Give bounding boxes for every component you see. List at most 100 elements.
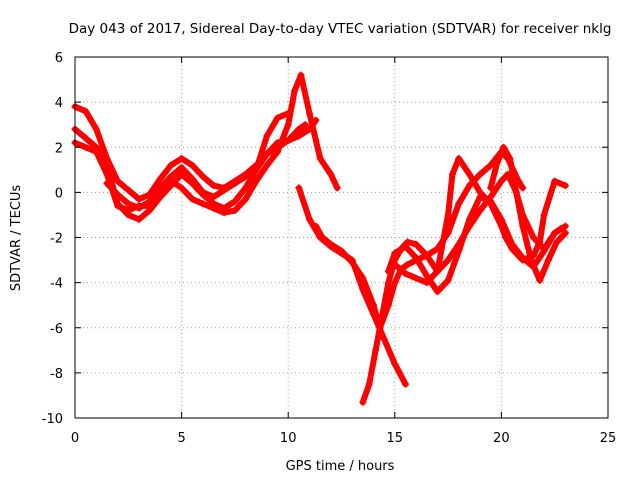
- x-tick-label: 5: [177, 431, 185, 446]
- data-point: [306, 109, 314, 117]
- data-point: [391, 249, 399, 257]
- series-trace-pass-9: [391, 155, 569, 286]
- x-tick-label: 20: [493, 431, 510, 446]
- data-point: [82, 107, 90, 115]
- data-point: [391, 261, 399, 269]
- data-point: [135, 204, 143, 212]
- data-point: [504, 170, 512, 178]
- x-tick-label: 15: [387, 431, 404, 446]
- data-point: [423, 272, 431, 280]
- data-point: [401, 380, 409, 388]
- data-point: [242, 184, 250, 192]
- data-point: [455, 155, 463, 163]
- y-tick-label: -10: [42, 412, 63, 427]
- data-point: [369, 301, 377, 309]
- data-point: [284, 121, 292, 129]
- data-point: [444, 276, 452, 284]
- y-tick-label: 2: [55, 141, 63, 156]
- data-point: [327, 240, 335, 248]
- data-point: [497, 177, 505, 185]
- data-point: [284, 136, 292, 144]
- data-point: [465, 222, 473, 230]
- y-tick-label: -4: [50, 277, 63, 292]
- data-point: [103, 179, 111, 187]
- data-point: [220, 186, 228, 194]
- data-point: [487, 161, 495, 169]
- data-point: [231, 197, 239, 205]
- data-point: [274, 148, 282, 156]
- data-point: [124, 186, 132, 194]
- data-point: [135, 215, 143, 223]
- data-point: [295, 125, 303, 133]
- data-point: [369, 310, 377, 318]
- data-point: [220, 209, 228, 217]
- y-tick-label: 4: [55, 96, 63, 111]
- data-point: [124, 206, 132, 214]
- data-point: [553, 238, 561, 246]
- data-point: [519, 256, 527, 264]
- data-point: [297, 71, 305, 79]
- data-point: [284, 109, 292, 117]
- data-point: [423, 279, 431, 287]
- data-point: [231, 179, 239, 187]
- data-point: [500, 143, 508, 151]
- data-point: [92, 148, 100, 156]
- data-point: [497, 215, 505, 223]
- data-point: [188, 161, 196, 169]
- data-point: [103, 155, 111, 163]
- data-point: [502, 234, 510, 241]
- data-point: [210, 182, 218, 190]
- data-point: [92, 125, 100, 133]
- data-point: [384, 301, 392, 309]
- data-point: [114, 191, 122, 199]
- data-point: [178, 164, 186, 172]
- data-point: [146, 197, 154, 205]
- data-point: [433, 245, 441, 253]
- data-point: [551, 229, 559, 237]
- data-point: [312, 222, 320, 230]
- data-point: [365, 380, 373, 388]
- data-point: [301, 121, 309, 129]
- data-point: [327, 170, 335, 178]
- data-point: [103, 161, 111, 169]
- data-point: [444, 211, 452, 219]
- data-point: [252, 177, 260, 185]
- data-point: [519, 222, 527, 230]
- data-point: [156, 184, 164, 192]
- data-point: [199, 200, 207, 208]
- data-point: [401, 270, 409, 278]
- data-point: [124, 200, 132, 208]
- data-point: [252, 166, 260, 174]
- data-point: [295, 132, 303, 140]
- data-point: [455, 247, 463, 255]
- data-point: [242, 173, 250, 181]
- data-point: [135, 195, 143, 203]
- data-point: [493, 159, 501, 167]
- data-point: [178, 170, 186, 178]
- y-axis-label: SDTVAR / TECUs: [9, 185, 24, 292]
- data-point: [487, 184, 495, 192]
- data-point: [372, 346, 380, 354]
- data-point: [199, 173, 207, 181]
- data-point: [306, 215, 314, 223]
- data-point: [433, 288, 441, 296]
- data-point: [412, 240, 420, 248]
- data-point: [378, 312, 386, 320]
- data-point: [146, 191, 154, 199]
- x-tick-labels: 0 5 10 15 20 25: [71, 431, 616, 446]
- data-point: [465, 170, 473, 178]
- data-point: [380, 335, 388, 343]
- data-point: [156, 191, 164, 199]
- data-point: [391, 360, 399, 368]
- data-point: [376, 324, 384, 332]
- data-point: [497, 148, 505, 156]
- data-point: [210, 204, 218, 212]
- data-point: [465, 182, 473, 190]
- data-point: [444, 229, 452, 237]
- x-tick-label: 0: [71, 431, 79, 446]
- y-tick-label: -6: [50, 322, 63, 337]
- data-point: [401, 243, 409, 251]
- data-point: [263, 150, 271, 158]
- data-point: [384, 279, 392, 287]
- data-point: [359, 285, 367, 293]
